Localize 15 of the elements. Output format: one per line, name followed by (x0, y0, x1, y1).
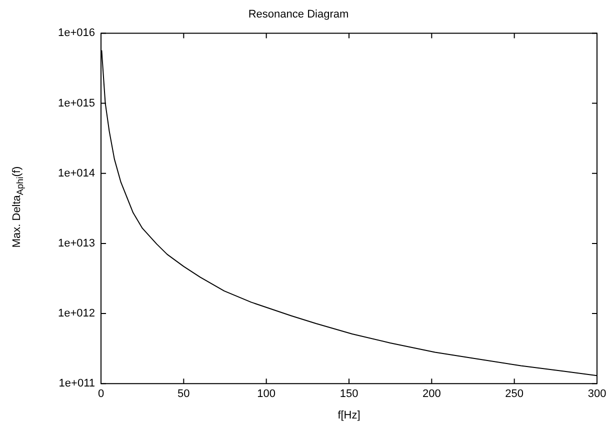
x-tick-label: 250 (505, 388, 524, 400)
y-tick-label: 1e+014 (58, 167, 95, 180)
x-tick-label: 0 (98, 388, 104, 400)
x-tick-label: 100 (257, 388, 276, 400)
y-tick-label: 1e+013 (58, 237, 95, 250)
x-tick-label: 300 (588, 388, 606, 400)
y-tick-label: 1e+012 (58, 308, 95, 320)
x-tick-label: 50 (178, 388, 190, 400)
x-axis-title: f[Hz] (338, 409, 360, 422)
y-tick-label: 1e+015 (58, 97, 95, 110)
y-tick-label: 1e+011 (58, 378, 95, 390)
x-tick-label: 150 (340, 388, 358, 400)
chart-title: Resonance Diagram (248, 8, 349, 21)
y-tick-label: 1e+016 (58, 27, 95, 40)
x-tick-label: 200 (422, 388, 441, 400)
